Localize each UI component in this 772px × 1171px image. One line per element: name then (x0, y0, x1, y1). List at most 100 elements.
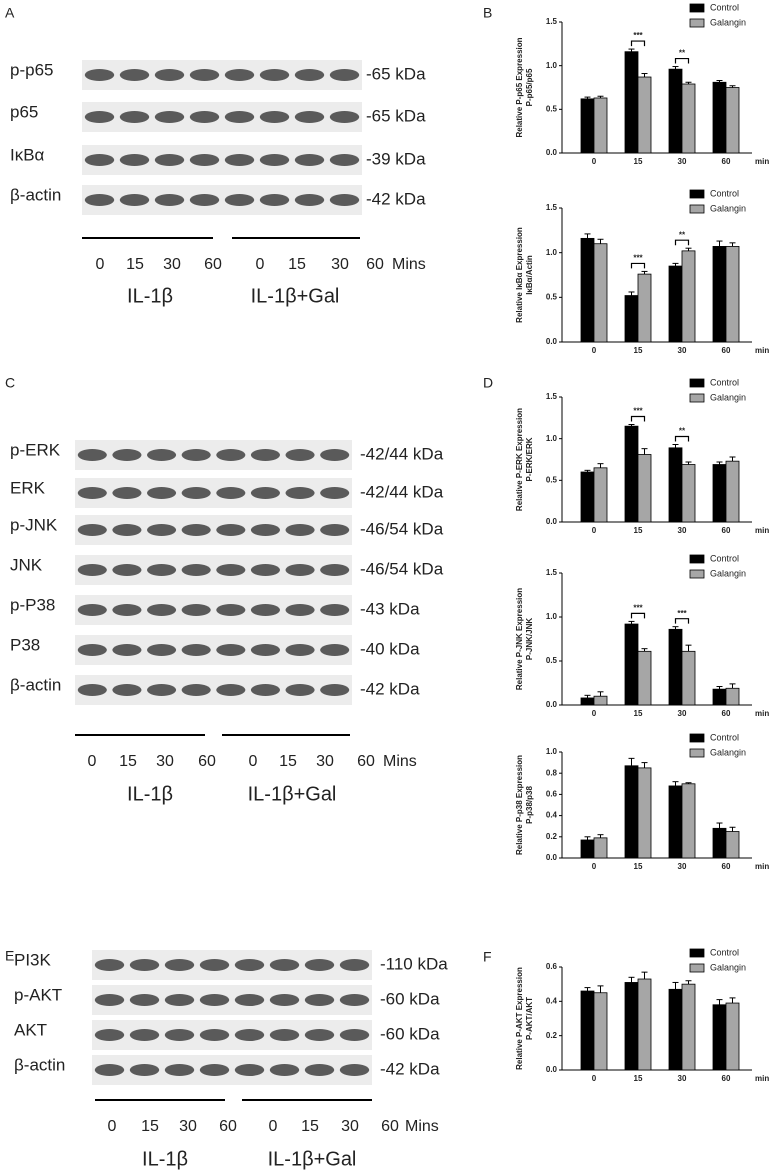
protein-label: β-actin (10, 675, 61, 694)
blot-band (112, 564, 142, 576)
x-axis-label: min (755, 526, 769, 535)
blot-band (164, 1029, 195, 1041)
blot-band (339, 994, 370, 1006)
blot-band (259, 194, 290, 206)
kda-label: -42 kDa (380, 1059, 440, 1078)
bar (681, 650, 696, 706)
time-label: 30 (179, 1118, 197, 1135)
blot-band (285, 524, 315, 536)
blot-band (285, 644, 315, 656)
blot-band (147, 644, 177, 656)
bar (580, 990, 595, 1071)
bar (624, 623, 639, 706)
kda-label: -39 kDa (366, 149, 426, 168)
bar (681, 464, 696, 523)
blot-band (320, 449, 350, 461)
blot-band (77, 604, 107, 616)
blot-band (285, 449, 315, 461)
bar (681, 83, 696, 154)
blot-band (216, 524, 246, 536)
bar (637, 76, 652, 154)
bar (725, 831, 740, 859)
blot-band (77, 449, 107, 461)
blot-band (250, 524, 280, 536)
y-tick-label: 0.0 (546, 853, 558, 862)
blot-band (94, 959, 125, 971)
protein-label: IκBα (10, 145, 45, 164)
blot-band (199, 994, 230, 1006)
blot-band (189, 69, 220, 81)
legend-swatch (689, 963, 705, 973)
time-label: 60 (219, 1118, 237, 1135)
x-tick-label: 30 (678, 709, 687, 718)
blot-band (77, 684, 107, 696)
bar (580, 98, 595, 154)
legend-label: Galangin (710, 17, 746, 27)
blot-band (154, 194, 185, 206)
blot-band (164, 959, 195, 971)
x-tick-label: 30 (678, 1074, 687, 1083)
bar (624, 295, 639, 343)
time-label: 30 (341, 1118, 359, 1135)
y-axis-label: P-p38/p38 (525, 786, 534, 824)
y-axis-label: Relative P-ERK Expression (515, 408, 524, 511)
blot-band (112, 449, 142, 461)
blot-band (181, 644, 211, 656)
kda-label: -43 kDa (360, 599, 420, 618)
blot-band (181, 449, 211, 461)
y-tick-label: 0.6 (546, 962, 558, 971)
legend-label: Control (710, 188, 739, 198)
kda-label: -65 kDa (366, 106, 426, 125)
y-axis-label: P-JNK/JNK (525, 618, 534, 660)
bar (624, 765, 639, 859)
time-label: 60 (366, 256, 384, 273)
legend-label: Galangin (710, 392, 746, 402)
y-tick-label: 0.6 (546, 790, 558, 799)
significance-label: ** (679, 49, 686, 58)
bar (637, 273, 652, 343)
significance-bracket (674, 239, 690, 246)
bar (637, 767, 652, 859)
time-unit: Mins (392, 256, 426, 273)
kda-label: -60 kDa (380, 989, 440, 1008)
blot-band (77, 644, 107, 656)
significance-bracket (674, 618, 690, 624)
y-axis-label: IκBα/Actin (525, 255, 534, 295)
blot-band (129, 959, 160, 971)
blot-band (285, 564, 315, 576)
group-label: IL-1β (127, 783, 173, 805)
blot-band (250, 564, 280, 576)
x-axis-label: min (755, 157, 769, 166)
y-tick-label: 1.0 (546, 61, 558, 70)
blot-band (250, 604, 280, 616)
blot-band (94, 1064, 125, 1076)
protein-label: β-actin (14, 1055, 65, 1074)
blot-band (234, 1064, 265, 1076)
x-tick-label: 0 (592, 709, 597, 718)
y-axis-label: P-ERK/ERK (525, 437, 534, 481)
legend-swatch (689, 378, 705, 388)
y-tick-label: 0.0 (546, 700, 558, 709)
x-tick-label: 15 (634, 526, 643, 535)
group-label: IL-1β+Gal (268, 1148, 357, 1170)
bar (712, 464, 727, 523)
blot-band (294, 111, 325, 123)
time-label: 60 (204, 256, 222, 273)
x-tick-label: 0 (592, 157, 597, 166)
protein-label: PI3K (14, 950, 52, 969)
x-tick-label: 30 (678, 346, 687, 355)
blot-band (320, 644, 350, 656)
legend-swatch (689, 569, 705, 579)
x-tick-label: 0 (592, 526, 597, 535)
blot-band (224, 69, 255, 81)
bar (593, 97, 608, 154)
bar (580, 697, 595, 706)
legend-swatch (689, 748, 705, 758)
blot-band (112, 644, 142, 656)
bar (668, 447, 683, 523)
bar (725, 1002, 740, 1071)
bar (580, 471, 595, 523)
bar (725, 687, 740, 706)
blot-band (259, 154, 290, 166)
bar (712, 246, 727, 343)
